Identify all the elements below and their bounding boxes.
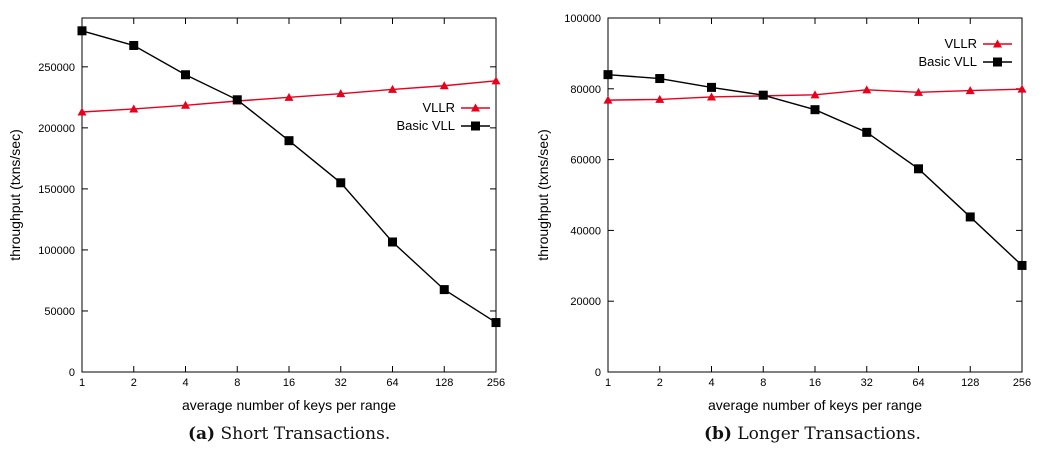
- data-point: [655, 94, 665, 103]
- y-tick-label: 60000: [570, 155, 601, 167]
- data-point: [284, 136, 294, 146]
- data-point: [129, 104, 139, 113]
- y-tick-label: 0: [595, 367, 601, 379]
- x-tick-label: 4: [708, 377, 714, 389]
- x-tick-label: 1: [605, 377, 611, 389]
- y-tick-label: 200000: [38, 123, 75, 135]
- x-axis-label: average number of keys per range: [182, 397, 396, 413]
- y-tick-label: 250000: [38, 62, 75, 74]
- y-axis-label: throughput (txns/sec): [7, 129, 23, 261]
- caption-longer-transactions: (b) Longer Transactions.: [704, 424, 921, 444]
- y-tick-label: 100000: [564, 13, 601, 25]
- data-point: [862, 127, 872, 137]
- x-tick-label: 8: [760, 377, 766, 389]
- data-point: [810, 90, 820, 99]
- data-point: [862, 85, 872, 94]
- y-tick-label: 150000: [38, 184, 75, 196]
- data-point: [965, 212, 975, 222]
- x-axis-label: average number of keys per range: [708, 397, 922, 413]
- series-line: [607, 73, 1023, 266]
- x-tick-label: 64: [912, 377, 924, 389]
- y-tick-label: 80000: [570, 84, 601, 96]
- caption-label-b: (b): [704, 424, 732, 444]
- series-line: [81, 30, 497, 324]
- plot-frame: [607, 17, 1023, 373]
- data-point: [181, 100, 190, 109]
- data-point: [707, 82, 716, 92]
- data-point: [439, 285, 449, 295]
- x-tick-label: 4: [182, 377, 188, 389]
- data-point: [1017, 84, 1027, 93]
- data-point: [758, 90, 768, 100]
- legend-label: VLLR: [944, 36, 977, 51]
- data-point: [914, 164, 923, 174]
- x-tick-label: 16: [809, 377, 821, 389]
- data-point: [284, 92, 294, 101]
- legend-marker: [471, 121, 480, 131]
- x-tick-label: 1: [79, 377, 85, 389]
- legend-marker: [993, 57, 1002, 67]
- y-tick-label: 100000: [38, 245, 75, 257]
- data-point: [388, 84, 397, 93]
- x-tick-label: 2: [131, 377, 137, 389]
- legend-marker: [471, 103, 480, 112]
- x-tick-label: 256: [487, 377, 505, 389]
- data-point: [336, 89, 346, 98]
- data-point: [336, 178, 346, 188]
- x-tick-label: 128: [435, 377, 453, 389]
- series-basic-vll: [603, 70, 1027, 270]
- legend-label: Basic VLL: [918, 54, 977, 69]
- series-vllr: [603, 84, 1027, 104]
- data-point: [77, 26, 87, 36]
- data-point: [181, 70, 190, 80]
- caption-label-a: (a): [188, 424, 216, 444]
- data-point: [77, 107, 87, 116]
- legend-marker: [993, 39, 1002, 48]
- data-point: [491, 318, 501, 328]
- x-tick-label: 32: [335, 377, 347, 389]
- data-point: [914, 87, 923, 96]
- data-point: [810, 105, 820, 115]
- data-point: [1017, 260, 1027, 270]
- chart-longer-transactions: 0 20000 40000 60000 80000 100000 1 2 4 8 16 32 64 128…: [535, 13, 1031, 413]
- series-basic-vll: [77, 26, 501, 328]
- data-point: [439, 81, 449, 90]
- x-tick-label: 8: [234, 377, 240, 389]
- y-tick-label: 0: [69, 367, 75, 379]
- x-tick-label: 64: [386, 377, 398, 389]
- data-point: [707, 92, 716, 101]
- x-tick-label: 128: [961, 377, 979, 389]
- data-point: [129, 40, 139, 50]
- x-tick-label: 256: [1013, 377, 1031, 389]
- chart-short-transactions: 0 50000 100000 150000 200000 250000 1 2 4 8 16 32 64…: [7, 17, 505, 413]
- x-tick-label: 16: [283, 377, 295, 389]
- plot-frame: [81, 17, 497, 373]
- data-point: [655, 74, 665, 84]
- data-point: [603, 70, 613, 80]
- data-point: [603, 95, 613, 104]
- caption-text-a: Short Transactions.: [220, 424, 391, 444]
- data-point: [232, 95, 242, 105]
- y-tick-label: 50000: [44, 306, 75, 318]
- x-tick-label: 32: [861, 377, 873, 389]
- y-tick-label: 20000: [570, 296, 601, 308]
- series-vllr: [77, 76, 501, 116]
- y-axis-label: throughput (txns/sec): [535, 129, 551, 261]
- data-point: [965, 86, 975, 95]
- data-point: [388, 237, 397, 247]
- caption-short-transactions: (a) Short Transactions.: [188, 424, 390, 444]
- x-tick-label: 2: [657, 377, 663, 389]
- caption-text-b: Longer Transactions.: [737, 424, 921, 444]
- legend-label: VLLR: [422, 100, 455, 115]
- y-tick-label: 40000: [570, 225, 601, 237]
- data-point: [491, 76, 501, 85]
- legend-label: Basic VLL: [396, 118, 455, 133]
